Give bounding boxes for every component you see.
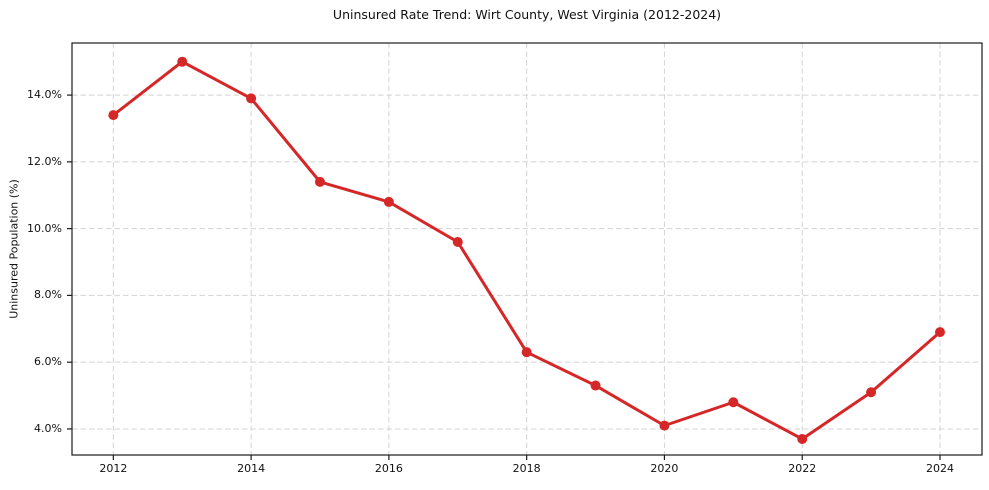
data-point-marker: [728, 397, 739, 408]
data-point-marker: [521, 347, 532, 358]
y-tick-label: 12.0%: [27, 154, 62, 168]
y-tick-label: 4.0%: [34, 421, 62, 435]
chart-title: Uninsured Rate Trend: Wirt County, West …: [332, 7, 722, 22]
x-tick-label: 2014: [237, 462, 266, 475]
data-point-marker: [934, 327, 945, 338]
data-point-marker: [314, 176, 325, 187]
data-point-marker: [590, 380, 601, 391]
y-tick-label: 10.0%: [27, 221, 62, 235]
data-point-marker: [797, 433, 808, 444]
data-point-marker: [452, 236, 463, 247]
data-point-marker: [246, 93, 257, 104]
y-tick-label: 14.0%: [27, 88, 62, 102]
data-point-marker: [866, 387, 877, 398]
x-tick-label: 2020: [650, 462, 679, 475]
x-tick-label: 2018: [512, 462, 541, 475]
x-tick-label: 2016: [374, 462, 403, 475]
y-tick-label: 6.0%: [34, 355, 62, 369]
data-point-marker: [177, 56, 188, 67]
x-tick-label: 2024: [925, 462, 954, 475]
x-tick-label: 2022: [788, 462, 817, 475]
data-point-marker: [108, 110, 119, 121]
x-tick-label: 2012: [99, 462, 128, 475]
data-point-marker: [383, 196, 394, 207]
data-point-marker: [659, 420, 670, 431]
y-tick-label: 8.0%: [34, 288, 62, 302]
